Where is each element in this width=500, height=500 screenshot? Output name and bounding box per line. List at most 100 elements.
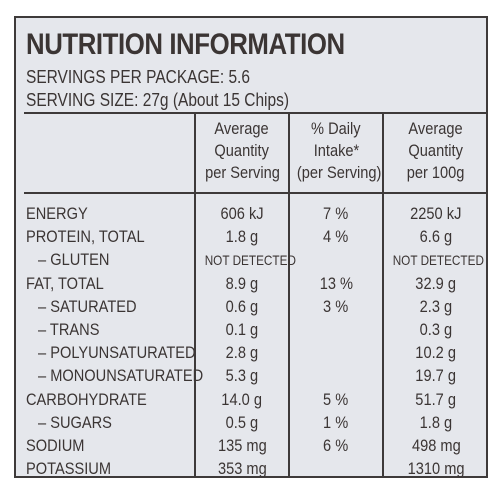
servings-per-package: SERVINGS PER PACKAGE: 5.6 — [26, 67, 250, 87]
daily-intake-value — [290, 319, 382, 341]
table-row: – MONOUNSATURATED 5.3 g 19.7 g — [16, 365, 486, 387]
nutrient-name: – POLYUNSATURATED — [38, 343, 196, 363]
daily-intake-value — [290, 249, 382, 271]
per-serving-value: 606 kJ — [196, 203, 288, 225]
per-100g-value: 2.3 g — [384, 296, 488, 318]
nutrition-panel: NUTRITION INFORMATION SERVINGS PER PACKA… — [14, 16, 488, 478]
nutrient-name: – SATURATED — [38, 296, 137, 316]
cell-text: 0.6 g — [225, 296, 259, 316]
daily-intake-value — [290, 458, 382, 480]
column-header-daily-intake: % Daily Intake* (per Serving) — [290, 118, 382, 184]
cell-text: 498 mg — [411, 436, 461, 455]
cell-text: 32.9 g — [415, 273, 457, 293]
nutrient-name: ENERGY — [26, 204, 88, 223]
column-header-line: Intake* — [313, 141, 359, 160]
cell-text: 0.1 g — [225, 320, 259, 339]
column-header-line: Average — [214, 119, 270, 138]
cell-text: 1 % — [323, 412, 349, 432]
column-divider — [194, 114, 196, 476]
per-serving-value: 8.9 g — [196, 273, 288, 295]
table-row: POTASSIUM 353 mg 1310 mg — [16, 458, 486, 480]
daily-intake-value: 7 % — [290, 203, 382, 225]
column-header-per-100g: Average Quantity per 100g — [384, 118, 488, 184]
daily-intake-value: 4 % — [290, 226, 382, 248]
cell-text: 5.3 g — [225, 366, 259, 386]
per-100g-value: 1.8 g — [384, 412, 488, 434]
cell-text: 51.7 g — [415, 389, 457, 409]
column-header-line: Quantity — [214, 141, 270, 160]
nutrient-name: CARBOHYDRATE — [26, 389, 147, 409]
column-divider — [382, 114, 384, 476]
cell-text: 2.8 g — [225, 343, 259, 363]
nutrient-name: – SUGARS — [38, 412, 112, 432]
table-row: – SATURATED 0.6 g 3 % 2.3 g — [16, 296, 486, 318]
per-100g-value: NOT DETECTED — [384, 249, 488, 271]
column-header-line: per 100g — [407, 163, 465, 182]
daily-intake-value: 5 % — [290, 389, 382, 411]
nutrient-name: – TRANS — [38, 320, 100, 339]
cell-text: 2250 kJ — [410, 204, 462, 223]
nutrient-name: POTASSIUM — [26, 459, 112, 479]
serving-size: SERVING SIZE: 27g (About 15 Chips) — [26, 90, 289, 110]
cell-text: 0.3 g — [419, 320, 453, 339]
daily-intake-value: 6 % — [290, 435, 382, 457]
per-serving-value: 0.6 g — [196, 296, 288, 318]
column-header-line: Quantity — [408, 141, 464, 160]
column-header-line: per Serving — [204, 163, 280, 182]
table-row: – SUGARS 0.5 g 1 % 1.8 g — [16, 412, 486, 434]
per-serving-value: 2.8 g — [196, 342, 288, 364]
daily-intake-value: 13 % — [290, 273, 382, 295]
cell-text: 606 kJ — [220, 204, 264, 223]
per-serving-value: 1.8 g — [196, 226, 288, 248]
cell-text: 14.0 g — [221, 389, 263, 409]
table-row: FAT, TOTAL 8.9 g 13 % 32.9 g — [16, 273, 486, 295]
cell-text: NOT DETECTED — [392, 252, 484, 269]
header-bottom-rule — [24, 192, 486, 194]
table-row: CARBOHYDRATE 14.0 g 5 % 51.7 g — [16, 389, 486, 411]
daily-intake-value: 1 % — [290, 412, 382, 434]
table-top-rule — [24, 112, 486, 114]
per-100g-value: 0.3 g — [384, 319, 488, 341]
cell-text: 0.5 g — [225, 412, 259, 432]
cell-text: 19.7 g — [415, 366, 457, 386]
per-serving-value: 5.3 g — [196, 365, 288, 387]
daily-intake-value — [290, 365, 382, 387]
cell-text: 135 mg — [217, 436, 267, 455]
per-serving-value: 135 mg — [196, 435, 288, 457]
nutrient-name: SODIUM — [26, 436, 85, 455]
cell-text: 1310 mg — [407, 459, 465, 479]
column-divider — [288, 114, 290, 476]
per-serving-value: 0.5 g — [196, 412, 288, 434]
per-serving-value: 0.1 g — [196, 319, 288, 341]
cell-text: 1.8 g — [225, 227, 259, 247]
table-row: PROTEIN, TOTAL 1.8 g 4 % 6.6 g — [16, 226, 486, 248]
table-row: – POLYUNSATURATED 2.8 g 10.2 g — [16, 342, 486, 364]
column-header-line: (per Serving) — [296, 163, 382, 182]
per-100g-value: 19.7 g — [384, 365, 488, 387]
cell-text: 5 % — [323, 389, 349, 409]
cell-text: 7 % — [323, 204, 349, 223]
table-row: SODIUM 135 mg 6 % 498 mg — [16, 435, 486, 457]
cell-text: 4 % — [323, 227, 349, 247]
table-row: – TRANS 0.1 g 0.3 g — [16, 319, 486, 341]
per-100g-value: 10.2 g — [384, 342, 488, 364]
table-row: ENERGY 606 kJ 7 % 2250 kJ — [16, 203, 486, 225]
cell-text: 6.6 g — [419, 227, 453, 247]
per-100g-value: 32.9 g — [384, 273, 488, 295]
daily-intake-value: 3 % — [290, 296, 382, 318]
table-row: – GLUTEN NOT DETECTED NOT DETECTED — [16, 249, 486, 271]
column-header-line: Average — [408, 119, 464, 138]
cell-text: 8.9 g — [225, 273, 259, 293]
cell-text: 2.3 g — [419, 296, 453, 316]
cell-text: 3 % — [323, 296, 349, 316]
daily-intake-value — [290, 342, 382, 364]
cell-text: 13 % — [319, 273, 353, 293]
per-100g-value: 51.7 g — [384, 389, 488, 411]
per-serving-value: 353 mg — [196, 458, 288, 480]
nutrient-name: FAT, TOTAL — [26, 273, 104, 293]
nutrient-name: – GLUTEN — [38, 250, 110, 270]
per-100g-value: 498 mg — [384, 435, 488, 457]
cell-text: 1.8 g — [419, 412, 453, 432]
per-serving-value: 14.0 g — [196, 389, 288, 411]
nutrient-name: PROTEIN, TOTAL — [26, 227, 145, 247]
